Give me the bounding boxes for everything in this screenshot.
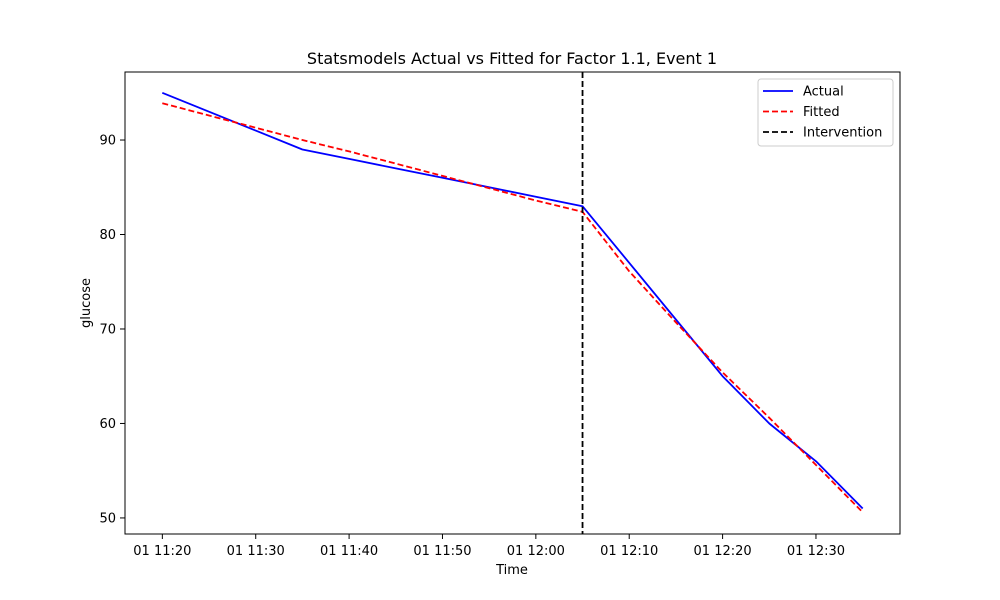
y-tick-label: 90 [99,134,116,149]
legend-box [757,78,894,147]
legend-label: Fitted [803,105,840,120]
y-tick-label: 50 [99,511,116,526]
legend-label: Actual [803,85,844,100]
x-tick-label: 01 12:10 [600,544,658,559]
x-tick-label: 01 12:30 [787,544,845,559]
x-tick-label: 01 11:40 [320,544,378,559]
series-line-actual [161,91,864,510]
x-axis-title: Time [495,563,528,578]
x-tick-label: 01 11:30 [227,544,285,559]
plot-frame [124,71,901,535]
series-line-fitted [162,102,864,513]
x-axis: 01 11:20 01 11:30 01 11:40 01 11:50 01 12:00… [133,534,845,559]
y-tick-label: 60 [99,417,116,432]
y-axis-title: glucose [79,278,94,328]
x-tick-label: 01 12:20 [694,544,752,559]
y-tick-label: 80 [99,228,116,243]
chart-title: Statsmodels Actual vs Fitted for Factor … [307,49,717,68]
x-tick-label: 01 11:20 [133,544,191,559]
x-tick-label: 01 11:50 [413,544,471,559]
y-axis: 50 60 70 80 90 [99,134,125,526]
x-tick-label: 01 12:00 [507,544,565,559]
y-tick-label: 70 [99,322,116,337]
legend-label: Intervention [803,126,882,141]
plot-series [161,91,864,513]
legend: Actual Fitted Intervention [757,78,894,147]
